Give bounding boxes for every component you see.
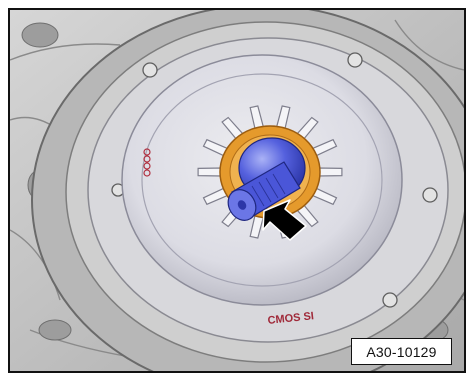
clutch-plate-ring [141,73,383,287]
input-shaft-center [237,200,247,210]
input-shaft-splines [251,173,286,207]
figure-reference-label: A30-10129 [351,338,452,365]
brand-rings-logo-icon [143,148,151,177]
housing-marking: CMOS SI [267,310,314,327]
hub-spline-tooth [197,167,223,177]
hub-spline-tooth [317,167,343,177]
callout-arrow-icon [262,199,307,241]
